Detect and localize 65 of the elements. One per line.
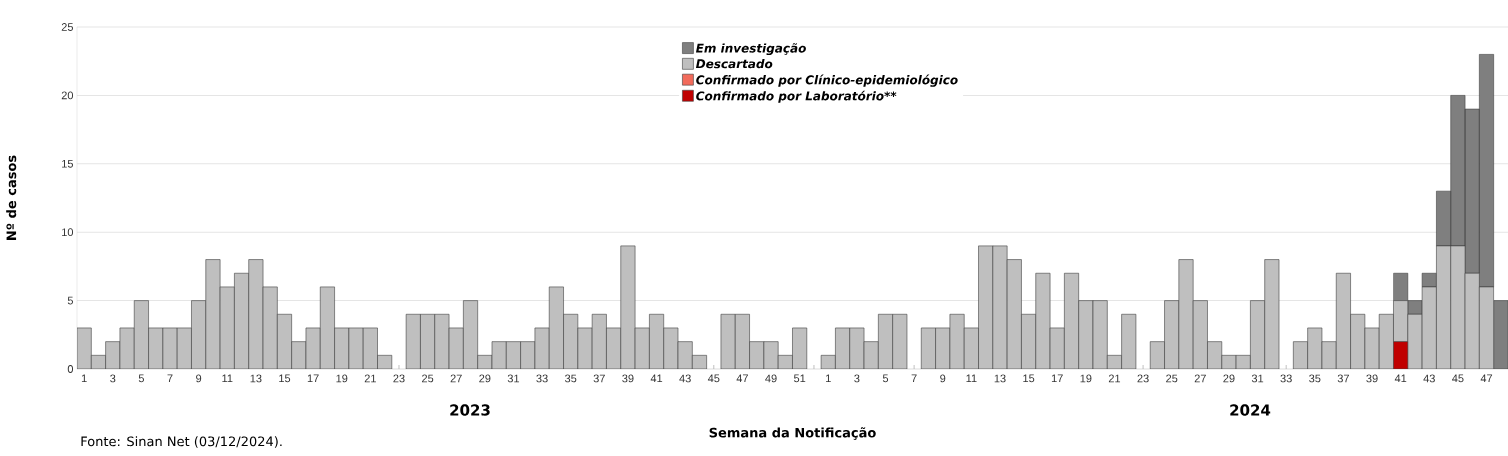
x-tick-label: 39 bbox=[622, 374, 634, 383]
x-tick-label: 3 bbox=[110, 374, 116, 383]
y-tick-label: 15 bbox=[62, 159, 73, 168]
y-tick-label: 20 bbox=[61, 91, 74, 100]
text: 2023 bbox=[450, 404, 490, 416]
x-tick-label: 19 bbox=[1080, 374, 1092, 383]
x-tick-label: 35 bbox=[1309, 374, 1321, 383]
x-tick-label: 41 bbox=[650, 374, 663, 383]
x-tick-label: 45 bbox=[707, 374, 720, 383]
x-tick-label: 15 bbox=[1023, 374, 1035, 383]
x-tick-label: 39 bbox=[1366, 374, 1378, 383]
legend-label: Confirmado por Clínico-epidemiológico bbox=[696, 74, 958, 87]
x-tick-label: 35 bbox=[565, 374, 577, 383]
x-tick-label: 43 bbox=[679, 374, 691, 383]
x-tick-label: 27 bbox=[450, 374, 462, 383]
x-tick-label: 17 bbox=[1051, 374, 1063, 383]
y-tick-label: 10 bbox=[62, 228, 74, 237]
legend-label: Em investigação bbox=[695, 43, 806, 56]
y-axis-title: Nº de casos bbox=[6, 155, 17, 240]
x-tick-label: 29 bbox=[479, 374, 491, 383]
x-tick-label: 31 bbox=[1251, 374, 1264, 383]
x-tick-label: 23 bbox=[1137, 374, 1149, 383]
x-tick-label: 17 bbox=[307, 374, 319, 383]
x-tick-label: 37 bbox=[593, 374, 605, 383]
x-tick-label: 1 bbox=[81, 374, 87, 383]
x-axis-title: Semana da Notificação bbox=[709, 427, 876, 440]
x-tick-label: 29 bbox=[1223, 374, 1235, 383]
x-tick-label: 45 bbox=[1452, 374, 1464, 383]
x-tick-label: 11 bbox=[222, 374, 233, 383]
x-tick-label: 7 bbox=[911, 374, 917, 383]
x-tick-label: 37 bbox=[1337, 374, 1349, 383]
x-tick-label: 3 bbox=[854, 374, 860, 383]
x-tick-label: 27 bbox=[1194, 374, 1206, 383]
legend-label: Descartado bbox=[695, 59, 773, 69]
y-tick-label: 25 bbox=[61, 23, 73, 31]
x-tick-label: 43 bbox=[1423, 374, 1435, 383]
source-note: Fonte: Sinan Net (03/12/2024). bbox=[81, 436, 282, 448]
x-tick-label: 25 bbox=[422, 374, 434, 383]
x-tick-label: 21 bbox=[1108, 374, 1121, 383]
x-tick-label: 7 bbox=[167, 374, 173, 383]
x-tick-label: 9 bbox=[196, 374, 202, 383]
x-tick-label: 13 bbox=[994, 374, 1006, 383]
x-tick-label: 13 bbox=[250, 374, 262, 383]
x-tick-label: 25 bbox=[1166, 374, 1178, 383]
y-tick-label: 5 bbox=[67, 296, 73, 305]
x-tick-label: 5 bbox=[882, 374, 889, 383]
x-tick-label: 9 bbox=[940, 374, 946, 383]
x-tick-label: 21 bbox=[364, 374, 376, 383]
x-tick-label: 5 bbox=[138, 374, 144, 383]
x-tick-label: 33 bbox=[1280, 374, 1292, 383]
x-tick-label: 31 bbox=[507, 374, 520, 383]
x-tick-label: 41 bbox=[1394, 374, 1407, 383]
x-tick-label: 15 bbox=[279, 374, 291, 383]
x-tick-label: 11 bbox=[966, 374, 977, 383]
x-tick-label: 23 bbox=[393, 374, 405, 383]
text: 2024 bbox=[1230, 404, 1271, 416]
legend-label: Confirmado por Laboratório** bbox=[696, 90, 897, 103]
y-tick-label: 0 bbox=[67, 365, 74, 373]
x-tick-label: 49 bbox=[765, 374, 777, 383]
x-tick-label: 1 bbox=[826, 374, 831, 383]
x-tick-label: 47 bbox=[736, 374, 748, 383]
x-tick-label: 33 bbox=[536, 374, 548, 383]
x-tick-label: 47 bbox=[1480, 374, 1493, 383]
x-tick-label: 51 bbox=[793, 374, 806, 383]
x-tick-label: 19 bbox=[336, 374, 348, 383]
